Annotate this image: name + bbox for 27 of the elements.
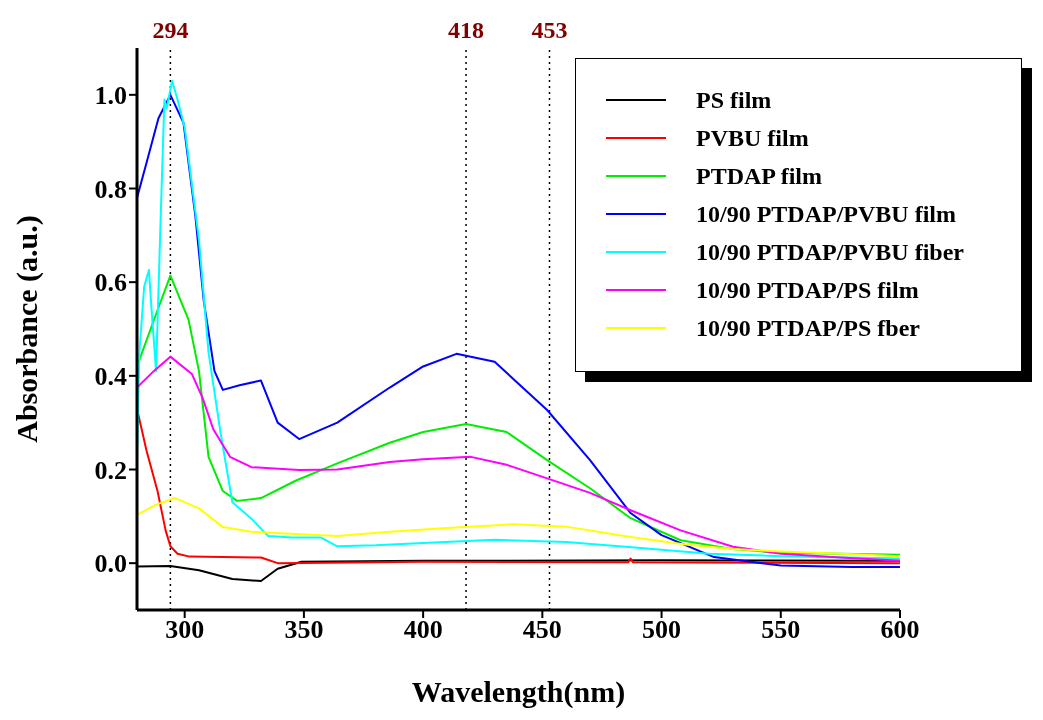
- legend-label: PVBU film: [696, 124, 809, 152]
- x-tick-label: 550: [761, 615, 801, 645]
- x-tick-label: 300: [165, 615, 205, 645]
- x-axis-title: Wavelength(nm): [411, 675, 626, 709]
- x-tick-label: 350: [284, 615, 324, 645]
- x-tick-label: 400: [403, 615, 443, 645]
- legend-label: 10/90 PTDAP/PVBU film: [696, 200, 956, 228]
- y-tick-label: 1.0: [94, 81, 127, 111]
- y-axis-title: Absorbance (a.u.): [9, 215, 44, 443]
- legend-label: 10/90 PTDAP/PS film: [696, 276, 919, 304]
- y-tick-label: 0.2: [94, 455, 127, 485]
- legend-label: 10/90 PTDAP/PS fber: [696, 314, 920, 342]
- ref-line-label: 294: [152, 17, 189, 43]
- y-tick-label: 0.8: [94, 174, 127, 204]
- x-tick-label: 600: [880, 615, 920, 645]
- y-tick-label: 0.6: [94, 268, 127, 298]
- y-tick-label: 0.0: [94, 549, 127, 579]
- legend-label: PTDAP film: [696, 162, 822, 190]
- x-tick-label: 500: [642, 615, 682, 645]
- x-tick-label: 450: [522, 615, 562, 645]
- legend-label: PS film: [696, 86, 772, 114]
- ref-line-label: 453: [531, 17, 568, 43]
- legend-label: 10/90 PTDAP/PVBU fiber: [696, 238, 964, 266]
- y-tick-label: 0.4: [94, 362, 127, 392]
- line-series: [137, 497, 900, 558]
- ref-line-label: 418: [448, 17, 485, 43]
- line-series: [137, 355, 900, 562]
